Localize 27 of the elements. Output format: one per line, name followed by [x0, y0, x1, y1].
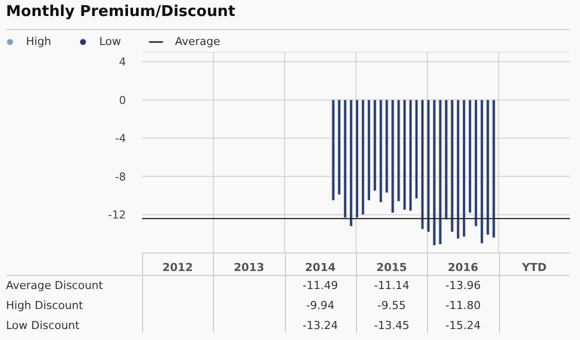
- text: Average Discount: [6, 278, 103, 294]
- text: -9.94: [305, 298, 336, 314]
- legend-label: Average: [174, 35, 220, 48]
- x-tick-label: 2015: [376, 261, 407, 274]
- x-tick-label: YTD: [521, 261, 547, 274]
- chart-title: Monthly Premium/Discount: [6, 2, 236, 20]
- x-tick-label: 2012: [162, 261, 193, 274]
- text: -13.24: [302, 318, 340, 334]
- legend-label: Low: [99, 35, 121, 48]
- text: -11.14: [372, 278, 410, 294]
- y-tick-label: 0: [119, 94, 126, 107]
- y-tick-label: -8: [115, 170, 126, 184]
- text: -9.55: [376, 298, 407, 314]
- y-tick-label: -4: [115, 132, 126, 146]
- x-tick-label: 2014: [305, 261, 336, 274]
- text: -15.24: [444, 318, 482, 334]
- text: High Discount: [6, 298, 84, 314]
- y-tick-label: -12: [108, 208, 126, 222]
- y-tick-label: 4: [119, 56, 126, 69]
- text: -11.80: [444, 298, 482, 314]
- text: Low Discount: [6, 318, 80, 334]
- text: -11.49: [302, 278, 340, 294]
- text: -13.45: [372, 318, 410, 334]
- text: -13.96: [444, 278, 482, 294]
- x-tick-label: 2013: [234, 261, 264, 274]
- x-tick-label: 2016: [448, 261, 479, 274]
- legend-label: High: [26, 35, 52, 48]
